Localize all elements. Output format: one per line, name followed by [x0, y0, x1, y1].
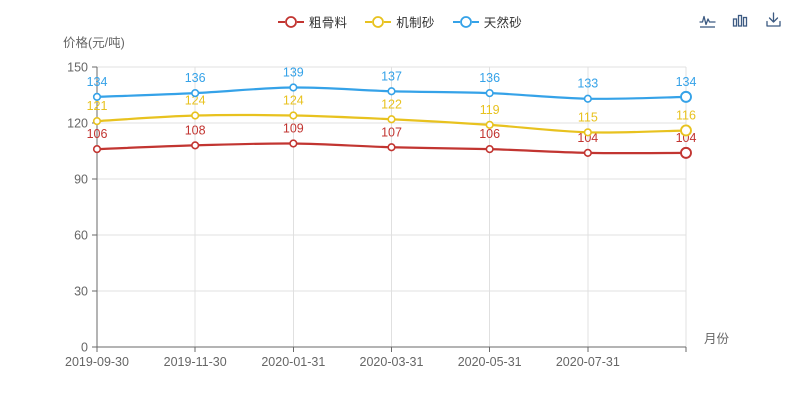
data-point[interactable] [387, 115, 396, 124]
data-point[interactable] [485, 145, 494, 154]
data-point-label: 134 [87, 75, 108, 89]
chart-legend: 粗骨料 机制砂 天然砂 [0, 12, 800, 31]
data-point[interactable] [680, 124, 692, 137]
x-axis-tick-label: 2020-05-31 [458, 355, 522, 369]
data-point[interactable] [387, 87, 396, 96]
series-机制砂: 121 124 124 122 119 115 116 [87, 94, 696, 137]
data-point[interactable] [387, 143, 396, 152]
data-point[interactable] [191, 89, 200, 98]
x-axis-tick-label: 2019-11-30 [164, 355, 227, 369]
chart-toolbox [699, 11, 782, 28]
data-point-label: 134 [676, 75, 697, 89]
x-axis-tick-label: 2020-03-31 [360, 355, 424, 369]
data-point[interactable] [583, 148, 592, 157]
legend-marker-icon [365, 15, 392, 28]
data-point-label: 122 [381, 97, 402, 111]
data-point-label: 108 [185, 123, 206, 137]
line-chart-icon[interactable] [699, 11, 716, 28]
data-point-label: 136 [185, 71, 206, 85]
x-axis-tick-label: 2019-09-30 [65, 355, 129, 369]
data-point[interactable] [485, 120, 494, 129]
data-point-label: 124 [283, 94, 304, 108]
series-天然砂: 134 136 139 137 136 133 134 [87, 66, 697, 103]
series-粗骨料: 106 108 109 107 106 104 104 [87, 122, 697, 159]
data-point[interactable] [92, 92, 102, 101]
data-point-label: 116 [676, 108, 696, 122]
legend-item-label: 机制砂 [396, 16, 435, 30]
x-axis-tick-label: 2020-01-31 [261, 355, 325, 369]
data-point[interactable] [289, 139, 298, 148]
data-point[interactable] [92, 117, 102, 126]
data-point-label: 124 [185, 94, 206, 108]
y-axis-tick-label: 0 [81, 341, 88, 355]
data-point-label: 133 [577, 77, 598, 91]
data-point[interactable] [289, 111, 298, 120]
data-point-label: 104 [577, 131, 598, 145]
data-point[interactable] [680, 90, 692, 103]
legend-marker-icon [452, 15, 479, 28]
y-axis-tick-label: 120 [67, 117, 88, 131]
legend-item-label: 天然砂 [483, 16, 523, 30]
data-point-label: 106 [479, 127, 500, 141]
y-axis-tick-label: 90 [74, 173, 88, 187]
data-point[interactable] [92, 145, 102, 154]
data-point-label: 109 [283, 122, 304, 136]
x-axis-title: 月份 [704, 332, 730, 346]
data-point-label: 119 [480, 103, 500, 117]
legend-item-粗骨料[interactable]: 粗骨料 [277, 12, 348, 31]
bar-chart-icon[interactable] [732, 11, 749, 28]
legend-marker-icon [277, 15, 304, 28]
data-point-label: 107 [381, 125, 402, 139]
data-point[interactable] [485, 89, 494, 98]
legend-item-label: 粗骨料 [308, 16, 348, 30]
data-point[interactable] [191, 141, 200, 150]
data-point[interactable] [191, 111, 200, 120]
y-axis-tick-label: 150 [67, 61, 88, 75]
data-point-label: 115 [578, 110, 598, 124]
x-axis-tick-label: 2020-07-31 [556, 355, 620, 369]
data-point[interactable] [583, 94, 592, 103]
data-point-label: 106 [87, 127, 108, 141]
data-point-label: 137 [381, 69, 402, 83]
legend-item-机制砂[interactable]: 机制砂 [365, 12, 434, 31]
download-icon[interactable] [765, 11, 782, 28]
data-point-label: 104 [676, 131, 697, 145]
data-point-label: 121 [87, 99, 108, 113]
y-axis-tick-label: 60 [74, 229, 88, 243]
data-point[interactable] [680, 146, 692, 159]
data-point[interactable] [289, 83, 298, 92]
data-point-label: 136 [479, 71, 500, 85]
data-point-label: 139 [283, 66, 304, 80]
y-axis-tick-label: 30 [74, 285, 88, 299]
y-axis-title: 价格(元/吨) [63, 35, 125, 50]
data-point[interactable] [583, 128, 592, 137]
legend-item-天然砂[interactable]: 天然砂 [452, 12, 523, 31]
